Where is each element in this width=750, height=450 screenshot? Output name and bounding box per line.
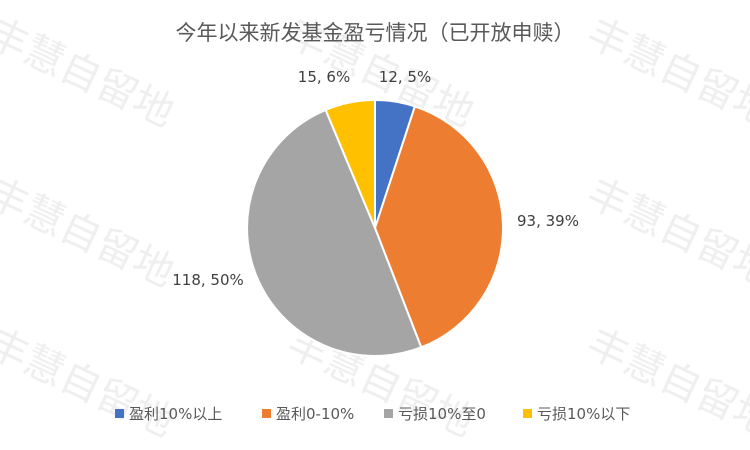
watermark-text: 丰慧自留地 xyxy=(580,170,750,296)
pie-slice-3 xyxy=(246,108,423,357)
watermark-text: 丰慧自留地 xyxy=(580,10,750,136)
legend-item-4: 亏损10%以下 xyxy=(523,405,630,423)
legend-label: 盈利0-10% xyxy=(276,405,354,423)
pie-slice-2 xyxy=(373,105,504,349)
legend-swatch xyxy=(115,409,124,418)
legend: 盈利10%以上 盈利0-10% 亏损10%至0 亏损10%以下 xyxy=(115,405,630,423)
data-label-2: 93, 39% xyxy=(517,212,579,230)
watermark-text: 丰慧自留地 xyxy=(0,170,181,296)
chart-title: 今年以来新发基金盈亏情况（已开放申赎） xyxy=(176,21,575,45)
watermark-text: 丰慧自留地 xyxy=(580,320,750,446)
legend-swatch xyxy=(523,409,532,418)
watermark-text: 丰慧自留地 xyxy=(0,320,181,446)
legend-item-2: 盈利0-10% xyxy=(262,405,354,423)
data-label-4: 15, 6% xyxy=(298,68,350,86)
legend-swatch xyxy=(262,409,271,418)
legend-label: 亏损10%至0 xyxy=(398,405,486,423)
data-label-1: 12, 5% xyxy=(379,68,431,86)
legend-label: 亏损10%以下 xyxy=(537,405,630,423)
legend-label: 盈利10%以上 xyxy=(129,405,222,423)
legend-item-1: 盈利10%以上 xyxy=(115,405,222,423)
legend-item-3: 亏损10%至0 xyxy=(384,405,486,423)
pie-slices xyxy=(246,98,504,357)
watermark-text: 丰慧自留地 xyxy=(0,10,181,136)
data-labels: 12, 5% 93, 39% 118, 50% 15, 6% xyxy=(172,68,579,289)
pie-slice-4 xyxy=(324,98,376,229)
data-label-3: 118, 50% xyxy=(172,271,244,289)
legend-swatch xyxy=(384,409,393,418)
